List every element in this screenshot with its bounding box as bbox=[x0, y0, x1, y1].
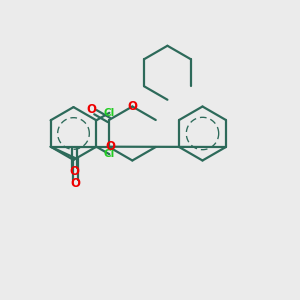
Text: O: O bbox=[128, 100, 137, 113]
Text: O: O bbox=[70, 165, 80, 178]
Text: O: O bbox=[86, 103, 96, 116]
Text: O: O bbox=[70, 177, 80, 190]
Text: O: O bbox=[106, 140, 116, 153]
Text: Cl: Cl bbox=[104, 108, 115, 118]
Text: Cl: Cl bbox=[104, 149, 115, 159]
